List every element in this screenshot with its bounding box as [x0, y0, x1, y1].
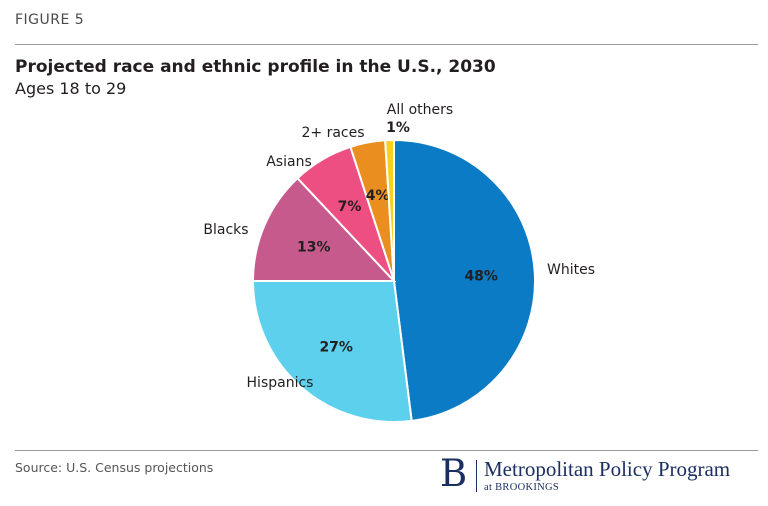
- figure-label: FIGURE 5: [15, 12, 85, 28]
- category-label-blacks: Blacks: [203, 222, 248, 238]
- data-label-asians: 7%: [338, 199, 362, 215]
- source-note: Source: U.S. Census projections: [15, 460, 214, 475]
- data-label-whites: 48%: [464, 269, 498, 285]
- data-label-all-others: 1%: [386, 120, 410, 136]
- brookings-logo: B Metropolitan Policy Program at BROOKIN…: [440, 452, 758, 496]
- data-label-2-races: 4%: [366, 188, 390, 204]
- category-label-asians: Asians: [266, 154, 312, 170]
- chart-title: Projected race and ethnic profile in the…: [15, 57, 496, 77]
- brand-letter: B: [440, 452, 468, 495]
- data-label-blacks: 13%: [297, 239, 331, 255]
- bottom-divider: [15, 450, 758, 451]
- pie-slice-all-others: [384, 138, 395, 282]
- category-label-whites: Whites: [547, 262, 595, 278]
- pie-slice-whites: [393, 138, 536, 423]
- pie-chart: 48% Whites 27% Hispanics 13% Blacks 7% Asians 4%…: [203, 102, 595, 423]
- brand-name: Metropolitan Policy Program: [484, 457, 731, 481]
- data-label-hispanics: 27%: [319, 340, 353, 356]
- category-label-2-races: 2+ races: [301, 125, 364, 141]
- category-label-all-others: All others: [387, 102, 453, 118]
- chart-subtitle: Ages 18 to 29: [15, 79, 127, 98]
- brand-subtitle: at BROOKINGS: [484, 482, 560, 493]
- top-divider: [15, 44, 758, 45]
- brand-divider: [476, 460, 477, 492]
- pie-slice-hispanics: [251, 280, 413, 423]
- category-label-hispanics: Hispanics: [247, 375, 314, 391]
- pie-slice-blacks: [251, 176, 397, 282]
